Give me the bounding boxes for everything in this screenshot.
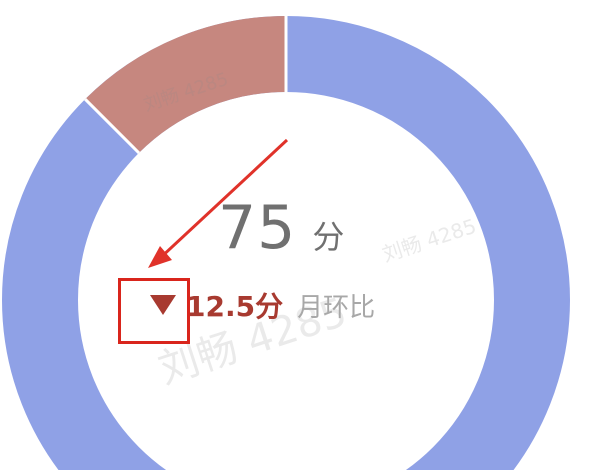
delta-value: 12.5分 <box>186 290 284 323</box>
score-unit: 分 <box>312 218 345 256</box>
score-value: 75 <box>218 193 297 263</box>
annotation-arrow-line <box>156 138 289 262</box>
annotation-arrow-head-icon <box>148 246 172 268</box>
score-display: 75 分 <box>218 198 344 268</box>
month-over-month-change: 12.5分 月环比 <box>150 284 375 326</box>
donut-segment-remainder <box>85 16 287 154</box>
donut-separator <box>84 98 140 154</box>
triangle-down-icon <box>150 295 176 315</box>
delta-label: 月环比 <box>297 292 376 323</box>
annotation-highlight-box <box>118 278 190 344</box>
